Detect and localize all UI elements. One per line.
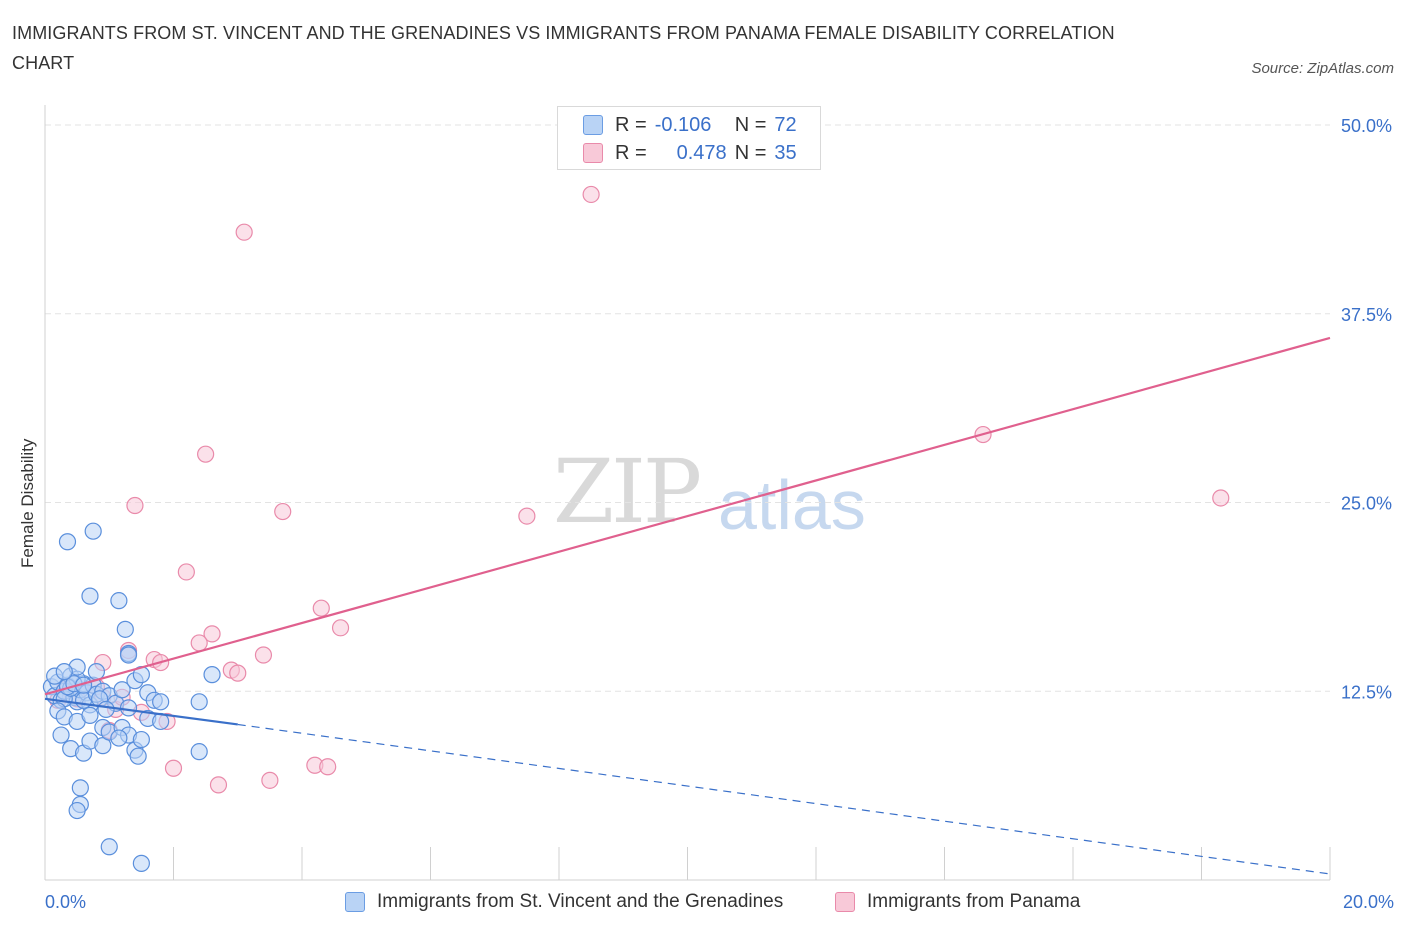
st-vincent-point xyxy=(190,693,208,711)
panama-point xyxy=(261,771,279,789)
r-value-2: 0.478 xyxy=(676,141,727,164)
y-tick-label: 50.0% xyxy=(1341,116,1392,136)
st-vincent-trend-line xyxy=(44,697,238,726)
panama-point xyxy=(235,223,253,241)
panama-point xyxy=(1212,489,1230,507)
y-tick-label: 25.0% xyxy=(1341,494,1392,514)
x-tick-label-max: 20.0% xyxy=(1343,892,1394,912)
stats-legend-row-2: R = 0.478 N = 35 xyxy=(583,141,797,165)
r-label-1: R = xyxy=(615,113,647,136)
panama-point xyxy=(164,759,183,777)
watermark-zip: ZIP xyxy=(553,440,702,543)
st-vincent-trend-extension xyxy=(237,723,1331,875)
panama-point xyxy=(312,599,330,617)
st-vincent-point xyxy=(87,663,106,681)
panama-point xyxy=(203,625,221,643)
st-vincent-point xyxy=(110,729,128,747)
y-tick-label: 37.5% xyxy=(1341,305,1392,325)
r-value-1: -0.106 xyxy=(654,113,712,136)
y-axis-label: Female Disability xyxy=(18,438,37,568)
st-vincent-point xyxy=(132,854,150,872)
st-vincent-point xyxy=(119,646,138,664)
st-vincent-point xyxy=(97,700,115,718)
panama-point xyxy=(319,758,337,776)
n-label-2: N = xyxy=(734,141,767,164)
panama-point xyxy=(331,619,350,637)
panama-point xyxy=(197,445,215,463)
source-label: Source: ZipAtlas.com xyxy=(1251,60,1394,77)
bottom-legend-item-1: Immigrants from St. Vincent and the Gren… xyxy=(345,889,783,915)
panama-trend-line xyxy=(44,336,1331,696)
st-vincent-point xyxy=(116,620,134,638)
stats-legend: R = -0.106 N = 72 R = 0.478 N = 35 xyxy=(557,106,821,170)
panama-point xyxy=(177,563,195,581)
n-value-1: 72 xyxy=(774,113,797,136)
st-vincent-point xyxy=(71,779,89,797)
stats-legend-row-1: R = -0.106 N = 72 xyxy=(583,113,797,137)
panama-point xyxy=(209,776,228,794)
st-vincent-point xyxy=(84,522,102,540)
panama-point xyxy=(190,634,208,652)
panama-point xyxy=(229,664,247,682)
st-vincent-point xyxy=(129,747,147,765)
panama-point xyxy=(518,507,536,525)
panama-point xyxy=(126,496,144,515)
st-vincent-point xyxy=(132,730,150,749)
blue-swatch xyxy=(583,115,603,135)
panama-point xyxy=(582,185,600,204)
st-vincent-point xyxy=(190,743,208,761)
bottom-legend-label-1: Immigrants from St. Vincent and the Gren… xyxy=(377,891,784,912)
bottom-legend-label-2: Immigrants from Panama xyxy=(867,891,1081,912)
bottom-legend-item-2: Immigrants from Panama xyxy=(835,889,1080,915)
r-label-2: R = xyxy=(615,141,647,164)
chart-title: IMMIGRANTS FROM ST. VINCENT AND THE GREN… xyxy=(12,23,1115,73)
st-vincent-point xyxy=(81,706,99,725)
pink-legend-swatch xyxy=(835,892,855,912)
x-tick-label-min: 0.0% xyxy=(45,892,86,912)
st-vincent-point xyxy=(152,693,170,711)
blue-legend-swatch xyxy=(345,892,365,912)
st-vincent-point xyxy=(55,663,73,681)
st-vincent-point xyxy=(58,533,77,551)
st-vincent-point xyxy=(68,801,86,820)
st-vincent-point xyxy=(113,681,131,699)
st-vincent-point xyxy=(110,592,128,610)
y-tick-label: 12.5% xyxy=(1341,682,1392,702)
st-vincent-point xyxy=(203,666,221,684)
n-value-2: 35 xyxy=(774,141,797,164)
n-label-1: N = xyxy=(734,113,767,136)
panama-point xyxy=(254,646,273,664)
st-vincent-point xyxy=(119,699,138,717)
panama-point xyxy=(274,502,292,521)
watermark-atlas: atlas xyxy=(718,466,866,544)
st-vincent-point xyxy=(52,726,70,744)
pink-swatch xyxy=(583,143,603,163)
st-vincent-point xyxy=(100,838,118,856)
st-vincent-point xyxy=(81,587,99,605)
